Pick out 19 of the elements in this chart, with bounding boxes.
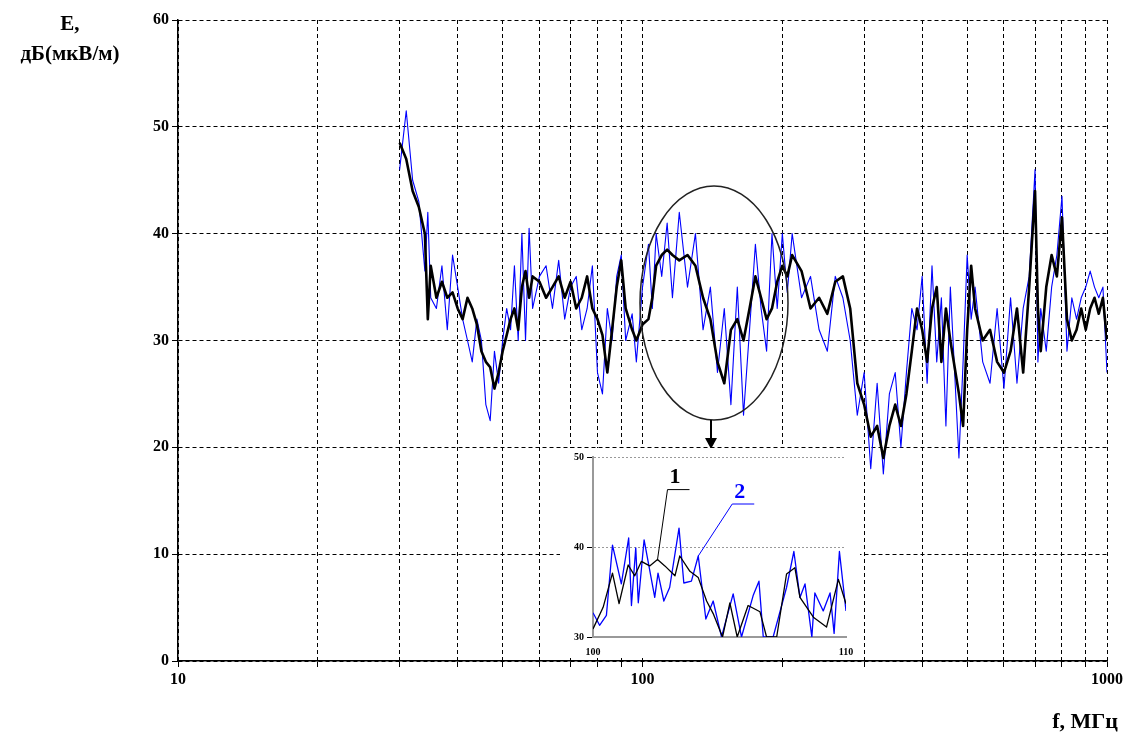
y-tick-label: 20 [153, 437, 169, 455]
y-tick-label: 60 [153, 10, 169, 28]
y-tick-label: 0 [161, 651, 169, 669]
y-tick-label: 40 [574, 540, 584, 552]
y-tick-label: 50 [574, 450, 584, 462]
text: 1 [669, 463, 681, 489]
y-tick-label: 50 [153, 116, 169, 134]
y-tick-label: 10 [153, 544, 169, 562]
x-axis-title: f, МГц [1052, 708, 1118, 734]
y-tick-label: 40 [153, 223, 169, 241]
text: 2 [734, 477, 746, 503]
x-tick-label: 110 [838, 645, 854, 657]
x-tick-label: 100 [585, 645, 601, 657]
x-tick-label: 100 [630, 669, 655, 687]
y-tick-label: 30 [153, 330, 169, 348]
y-tick-label: 30 [574, 630, 584, 642]
x-tick-label: 10 [170, 669, 186, 687]
x-tick-label: 1000 [1091, 669, 1123, 687]
y-axis-title: E, дБ(мкВ/м) [20, 10, 120, 67]
